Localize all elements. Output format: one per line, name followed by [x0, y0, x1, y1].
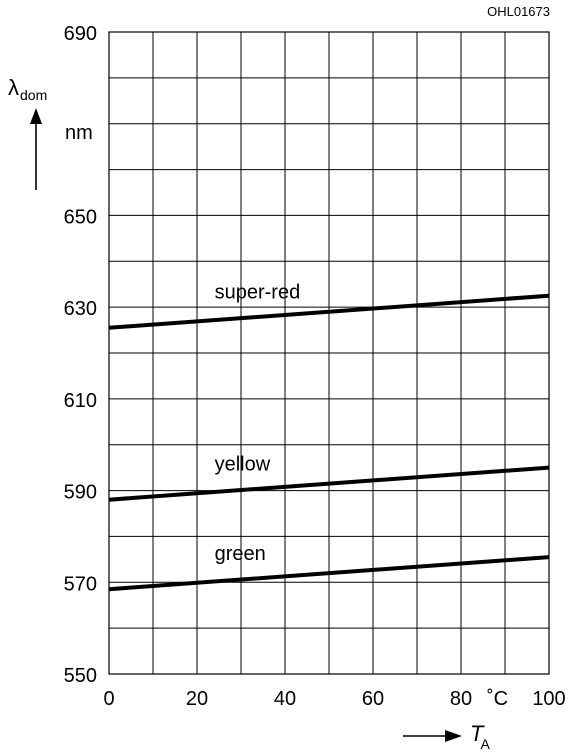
x-tick-label: 100: [532, 688, 565, 710]
plot-border: [108, 31, 550, 675]
x-tick-label: 20: [186, 688, 208, 710]
y-axis-unit: nm: [65, 122, 93, 144]
x-tick-label: 60: [362, 688, 384, 710]
y-axis-label: λdom: [8, 75, 47, 103]
series-line-super-red: [108, 293, 550, 330]
series-label-green: green: [215, 543, 266, 565]
y-tick-label: 590: [64, 482, 97, 504]
series-line-green: [108, 555, 550, 592]
y-axis-subscript: dom: [20, 87, 47, 103]
plot-frame: [108, 31, 550, 675]
y-tick-label: 630: [64, 298, 97, 320]
x-tick-label: 80: [450, 688, 472, 710]
y-tick-label: 550: [64, 665, 97, 687]
y-tick-label: 610: [64, 390, 97, 412]
series-lines: super-red yellow green: [108, 282, 550, 592]
y-axis-arrow-head: [30, 108, 42, 124]
x-axis-arrow-head: [445, 730, 462, 742]
x-axis-subscript: A: [480, 736, 490, 752]
x-axis-label: TA: [470, 721, 490, 752]
series-label-yellow: yellow: [215, 454, 271, 476]
y-axis-symbol: λ: [8, 75, 19, 100]
y-tick-label: 690: [64, 23, 97, 45]
grid: [109, 32, 549, 674]
series-label-super-red: super-red: [215, 282, 301, 304]
y-tick-label: 570: [64, 573, 97, 595]
x-tick-label: 0: [103, 688, 114, 710]
x-axis-symbol: T: [470, 721, 485, 746]
x-tick-label: 40: [274, 688, 296, 710]
figure-code: OHL01673: [487, 4, 550, 19]
y-tick-label: 650: [64, 206, 97, 228]
tick-labels: 550 570 590 610 630 650 690 0 20 40 60 80 100: [64, 23, 566, 710]
series-line-yellow: [108, 465, 550, 502]
x-axis-unit: ˚C: [487, 688, 508, 710]
